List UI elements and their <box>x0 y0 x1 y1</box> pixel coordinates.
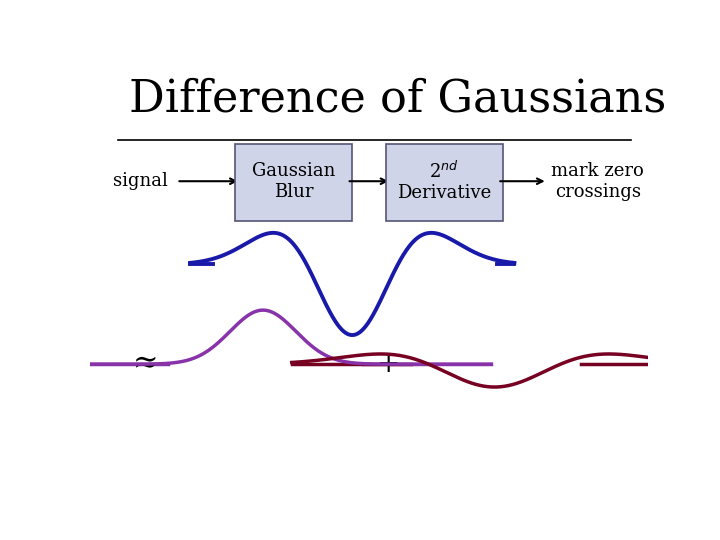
Text: Gaussian
Blur: Gaussian Blur <box>252 162 336 201</box>
Text: mark zero
crossings: mark zero crossings <box>552 162 644 201</box>
Text: signal: signal <box>113 172 168 190</box>
FancyBboxPatch shape <box>235 144 352 221</box>
Text: +: + <box>377 350 400 377</box>
Text: 2$^{nd}$
Derivative: 2$^{nd}$ Derivative <box>397 160 492 202</box>
Text: ≈: ≈ <box>133 349 158 380</box>
FancyBboxPatch shape <box>386 144 503 221</box>
Text: Difference of Gaussians: Difference of Gaussians <box>129 77 666 120</box>
